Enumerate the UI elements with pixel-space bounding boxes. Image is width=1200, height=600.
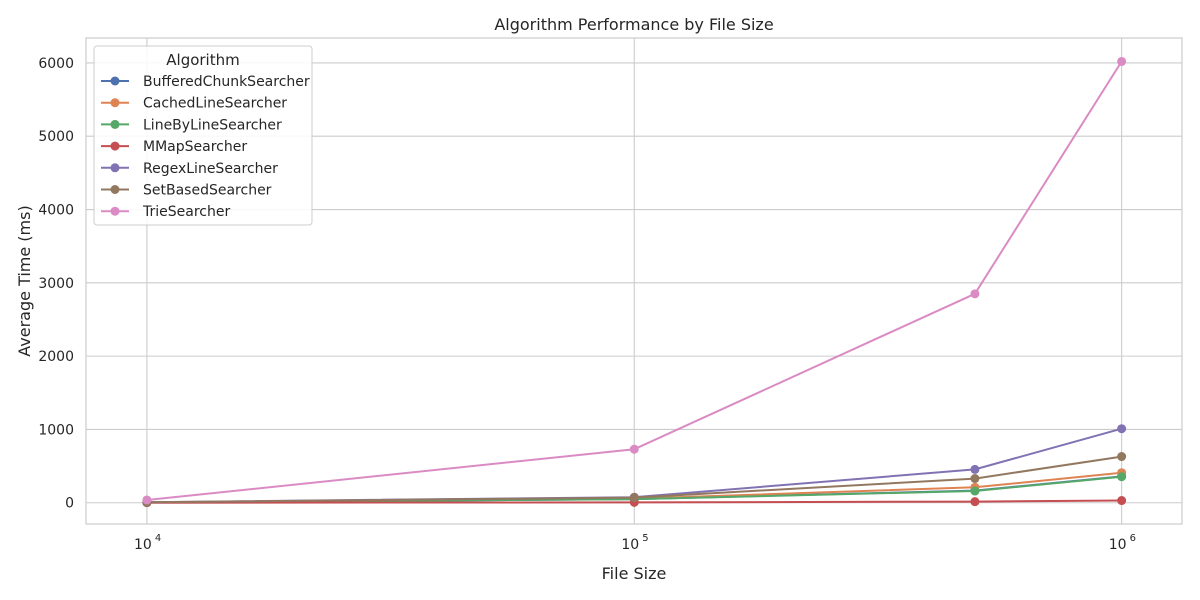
legend-item-cachedlinesearcher: CachedLineSearcher: [101, 96, 287, 112]
x-axis-label: File Size: [602, 564, 667, 583]
legend-item-mmapsearcher: MMapSearcher: [101, 139, 247, 155]
x-tick-exponent: 5: [642, 533, 648, 544]
data-point-setbasedsearcher: [629, 493, 639, 503]
legend-label: TrieSearcher: [142, 204, 230, 220]
legend-item-setbasedsearcher: SetBasedSearcher: [101, 183, 272, 199]
legend-label: CachedLineSearcher: [143, 96, 287, 112]
legend-marker: [110, 206, 120, 216]
y-axis-label: Average Time (ms): [15, 205, 34, 356]
legend-marker: [110, 185, 120, 194]
data-point-regexlinesearcher: [1117, 424, 1127, 434]
y-tick-label: 2000: [38, 349, 74, 365]
legend: Algorithm BufferedChunkSearcher CachedLin…: [93, 45, 313, 226]
chart-title: Algorithm Performance by File Size: [494, 15, 773, 34]
data-point-regexlinesearcher: [970, 464, 980, 474]
data-point-triesearcher: [1117, 56, 1127, 66]
y-tick-label: 6000: [38, 56, 74, 72]
x-tick-label: 10: [621, 537, 639, 553]
legend-items: BufferedChunkSearcher CachedLineSearcher L…: [101, 74, 310, 220]
data-point-triesearcher: [142, 495, 152, 505]
x-tick-label: 10: [1109, 537, 1127, 553]
x-tick-exponent: 4: [155, 533, 161, 544]
y-tick-label: 4000: [38, 203, 74, 219]
data-point-setbasedsearcher: [1117, 452, 1127, 462]
legend-label: LineByLineSearcher: [143, 117, 282, 133]
x-tick-exponent: 6: [1130, 533, 1136, 544]
x-tick-label: 10: [134, 537, 152, 553]
legend-label: RegexLineSearcher: [143, 161, 278, 177]
y-tick-labels: 0 1000 2000 3000 4000 5000 6000: [38, 56, 74, 512]
data-point-triesearcher: [970, 289, 980, 299]
y-tick-label: 0: [65, 496, 74, 512]
series-layer: [142, 56, 1127, 508]
data-point-mmapsearcher: [1117, 496, 1127, 506]
legend-marker: [110, 141, 120, 151]
data-point-triesearcher: [629, 444, 639, 454]
y-tick-label: 5000: [38, 129, 74, 145]
legend-marker: [110, 98, 120, 108]
data-point-mmapsearcher: [970, 497, 980, 507]
legend-marker: [110, 76, 120, 86]
series-triesearcher: [142, 56, 1127, 505]
plot-frame: [85, 37, 1183, 525]
data-point-linebylinesearcher: [1117, 472, 1127, 482]
y-tick-label: 3000: [38, 276, 74, 292]
legend-label: BufferedChunkSearcher: [143, 74, 310, 90]
series-setbasedsearcher: [142, 452, 1127, 507]
data-point-setbasedsearcher: [970, 474, 980, 484]
legend-marker: [110, 163, 120, 173]
legend-title: Algorithm: [166, 51, 239, 69]
y-tick-label: 1000: [38, 422, 74, 438]
legend-item-linebylinesearcher: LineByLineSearcher: [101, 117, 282, 133]
legend-label: SetBasedSearcher: [143, 183, 272, 199]
series-line-mmapsearcher: [146, 499, 1122, 504]
series-line-triesearcher: [146, 60, 1123, 501]
legend-box: [93, 45, 313, 226]
legend-item-triesearcher: TrieSearcher: [101, 204, 230, 220]
data-point-linebylinesearcher: [970, 486, 980, 496]
legend-label: MMapSearcher: [143, 139, 247, 155]
series-line-setbasedsearcher: [146, 455, 1122, 504]
legend-item-bufferedchunksearcher: BufferedChunkSearcher: [101, 74, 310, 90]
x-tick-labels: 10 4 10 5 10 6: [134, 533, 1136, 553]
legend-marker: [110, 119, 120, 129]
legend-item-regexlinesearcher: RegexLineSearcher: [101, 161, 278, 177]
